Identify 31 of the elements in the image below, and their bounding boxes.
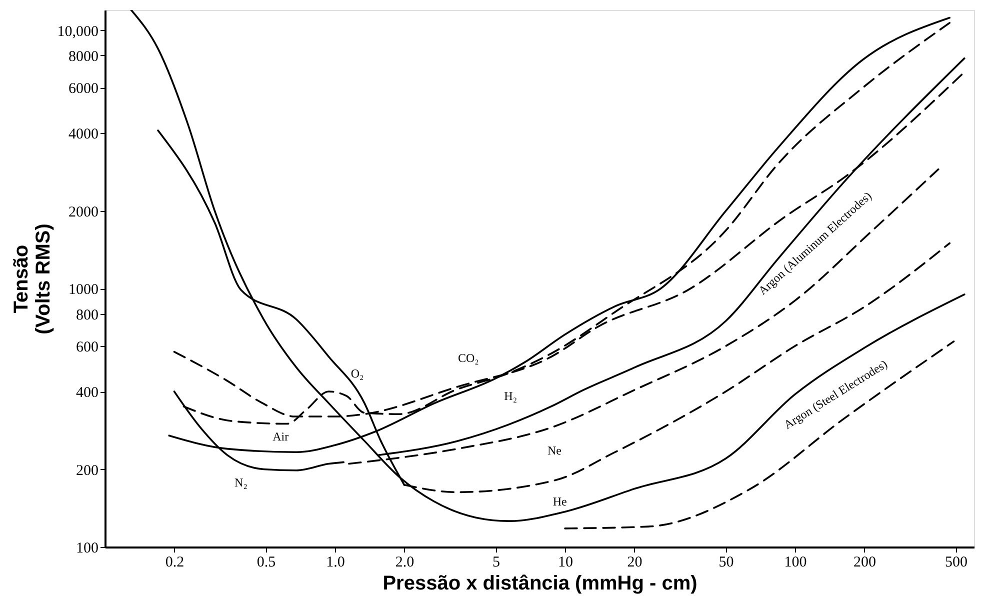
x-tick-label: 200 xyxy=(854,554,876,570)
y-tick-label: 1000 xyxy=(68,282,98,298)
y-tick-label: 8000 xyxy=(68,48,98,65)
x-tick-label: 0.2 xyxy=(165,554,184,570)
y-tick-label: 200 xyxy=(76,462,98,479)
y-tick-label: 800 xyxy=(76,307,98,324)
y-tick-label: 100 xyxy=(76,540,98,556)
y-tick-label: 600 xyxy=(76,340,98,356)
y-tick-label: 10,000 xyxy=(57,24,98,40)
annotation: O₂ xyxy=(350,366,364,380)
y-tick-label: 6000 xyxy=(68,81,98,98)
x-tick-label: 2.0 xyxy=(395,554,414,570)
y-tick-label: 4000 xyxy=(68,126,98,143)
annotation: Air xyxy=(272,429,289,444)
x-tick-label: 10 xyxy=(558,554,574,570)
y-tick-label: 400 xyxy=(76,385,98,402)
x-tick-label: 50 xyxy=(718,554,734,570)
x-tick-label: 1.0 xyxy=(326,554,345,570)
x-tick-label: 500 xyxy=(945,554,968,570)
x-tick-label: 0.5 xyxy=(256,554,276,570)
annotation: Ne xyxy=(547,444,562,458)
annotation: N₂ xyxy=(234,475,248,490)
annotation: He xyxy=(552,494,567,509)
annotation: H₂ xyxy=(504,388,518,403)
annotation: CO₂ xyxy=(458,350,479,365)
x-tick-label: 5 xyxy=(492,554,500,570)
x-axis-title: Pressão x distância (mmHg - cm) xyxy=(382,572,698,594)
x-tick-label: 20 xyxy=(627,554,642,570)
y-tick-label: 2000 xyxy=(68,204,98,220)
x-tick-label: 100 xyxy=(784,554,807,570)
y-axis-title: Tensão (Volts RMS) xyxy=(10,224,54,334)
